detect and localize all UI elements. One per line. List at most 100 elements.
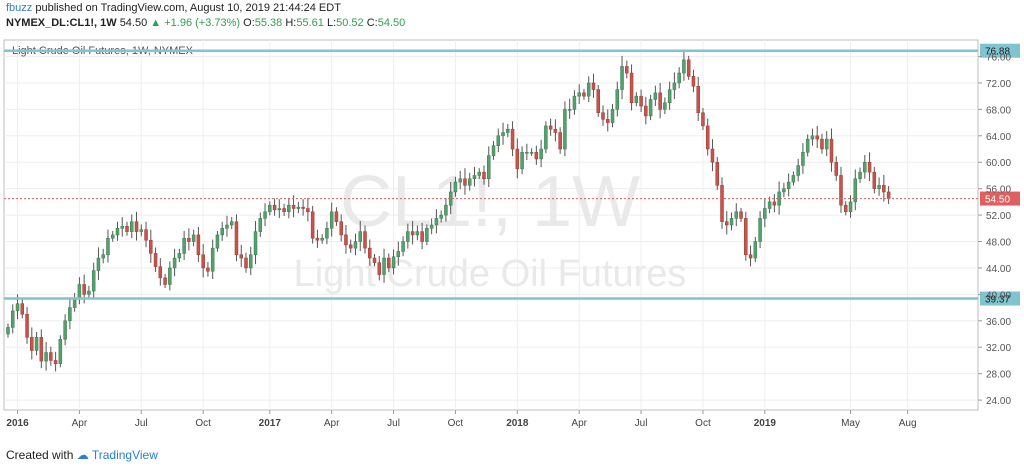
created-with-text: Created with xyxy=(6,448,74,462)
candle xyxy=(786,181,791,189)
candle xyxy=(682,59,686,74)
candle xyxy=(91,270,96,292)
candle xyxy=(220,228,224,236)
y-tick-label: 76.00 xyxy=(986,53,1011,64)
candle xyxy=(263,211,267,219)
candle xyxy=(306,208,310,213)
x-tick-label: Jul xyxy=(135,418,148,429)
author-link[interactable]: fbuzz xyxy=(6,2,33,14)
candle xyxy=(658,92,662,110)
candle xyxy=(796,165,800,176)
candle xyxy=(334,211,339,222)
candle xyxy=(410,231,415,236)
candle xyxy=(582,92,586,97)
plot-area[interactable] xyxy=(3,39,979,411)
grid xyxy=(4,40,978,410)
y-tick-label: 36.00 xyxy=(986,317,1011,328)
candle xyxy=(544,125,548,150)
candle xyxy=(96,257,101,271)
candle xyxy=(201,254,205,269)
x-tick-label: Apr xyxy=(324,418,340,429)
y-tick-label: 40.00 xyxy=(986,290,1011,301)
candle xyxy=(553,128,558,133)
candle xyxy=(767,201,772,209)
candle xyxy=(872,171,877,189)
candle xyxy=(348,244,353,249)
candle xyxy=(344,234,348,246)
level-price-text: 76.88 xyxy=(985,47,1010,58)
candle xyxy=(782,188,786,193)
candle xyxy=(725,221,729,226)
candle xyxy=(377,262,382,275)
x-tick-label: Oct xyxy=(448,418,464,429)
candle xyxy=(491,145,496,156)
candle xyxy=(567,109,572,111)
x-tick-label: Oct xyxy=(195,418,211,429)
close-label: C: xyxy=(366,17,378,29)
tradingview-brand[interactable]: TradingView xyxy=(91,448,158,462)
candle xyxy=(720,185,724,222)
candle xyxy=(644,105,648,117)
price-chart[interactable]: CL1!, 1W Light Crude Oil Futures Light C… xyxy=(0,36,1024,440)
candle xyxy=(320,237,324,241)
candle xyxy=(572,95,577,110)
candle xyxy=(101,254,105,259)
candle xyxy=(172,257,177,269)
candle xyxy=(206,267,210,272)
candle xyxy=(134,221,139,232)
candle xyxy=(168,267,172,285)
candle xyxy=(591,82,596,90)
candle xyxy=(663,102,667,110)
up-arrow-icon: ▲ xyxy=(150,17,162,29)
y-tick-label: 60.00 xyxy=(986,158,1011,169)
candle xyxy=(805,138,810,153)
candle xyxy=(425,228,429,242)
y-tick-label: 44.00 xyxy=(986,264,1011,275)
candle xyxy=(858,171,862,179)
candle xyxy=(596,89,600,113)
y-tick-label: 48.00 xyxy=(986,238,1011,249)
tradingview-logo-icon[interactable]: ☁ xyxy=(76,448,89,462)
candle xyxy=(515,148,520,170)
candle xyxy=(729,218,734,226)
candle xyxy=(329,211,334,229)
candle xyxy=(406,231,410,242)
candle xyxy=(429,224,434,229)
ohlc-legend: NYMEX_DL:CL1!, 1W 54.50 ▲ +1.96 (+3.73%)… xyxy=(6,17,405,29)
candle xyxy=(801,152,805,166)
candle xyxy=(382,257,386,275)
high-label: H: xyxy=(285,17,297,29)
close-value: 54.50 xyxy=(377,17,406,29)
candle xyxy=(149,239,153,254)
candle xyxy=(196,234,201,255)
candle xyxy=(701,112,705,127)
candle xyxy=(672,82,677,90)
level-price-badge xyxy=(980,43,1020,58)
candle xyxy=(477,171,481,176)
candle xyxy=(391,256,396,269)
candle xyxy=(882,185,886,193)
candle xyxy=(25,313,29,338)
candle xyxy=(53,360,58,365)
candle xyxy=(820,138,824,150)
candle xyxy=(886,191,891,199)
candle xyxy=(268,204,272,213)
candle xyxy=(325,228,329,239)
candle xyxy=(548,125,553,130)
candle xyxy=(810,135,815,140)
level-price-badge xyxy=(980,291,1020,306)
candle xyxy=(525,152,529,154)
candle xyxy=(472,175,477,179)
candle xyxy=(577,92,581,97)
candle xyxy=(115,228,120,236)
candle xyxy=(634,95,639,104)
y-tick-label: 64.00 xyxy=(986,132,1011,143)
candle xyxy=(363,231,367,249)
candle xyxy=(691,76,696,87)
x-tick-label: May xyxy=(841,418,860,429)
candle xyxy=(253,231,258,255)
candle xyxy=(58,339,63,364)
candle xyxy=(506,128,510,133)
candle xyxy=(601,112,605,120)
candle xyxy=(106,237,110,255)
